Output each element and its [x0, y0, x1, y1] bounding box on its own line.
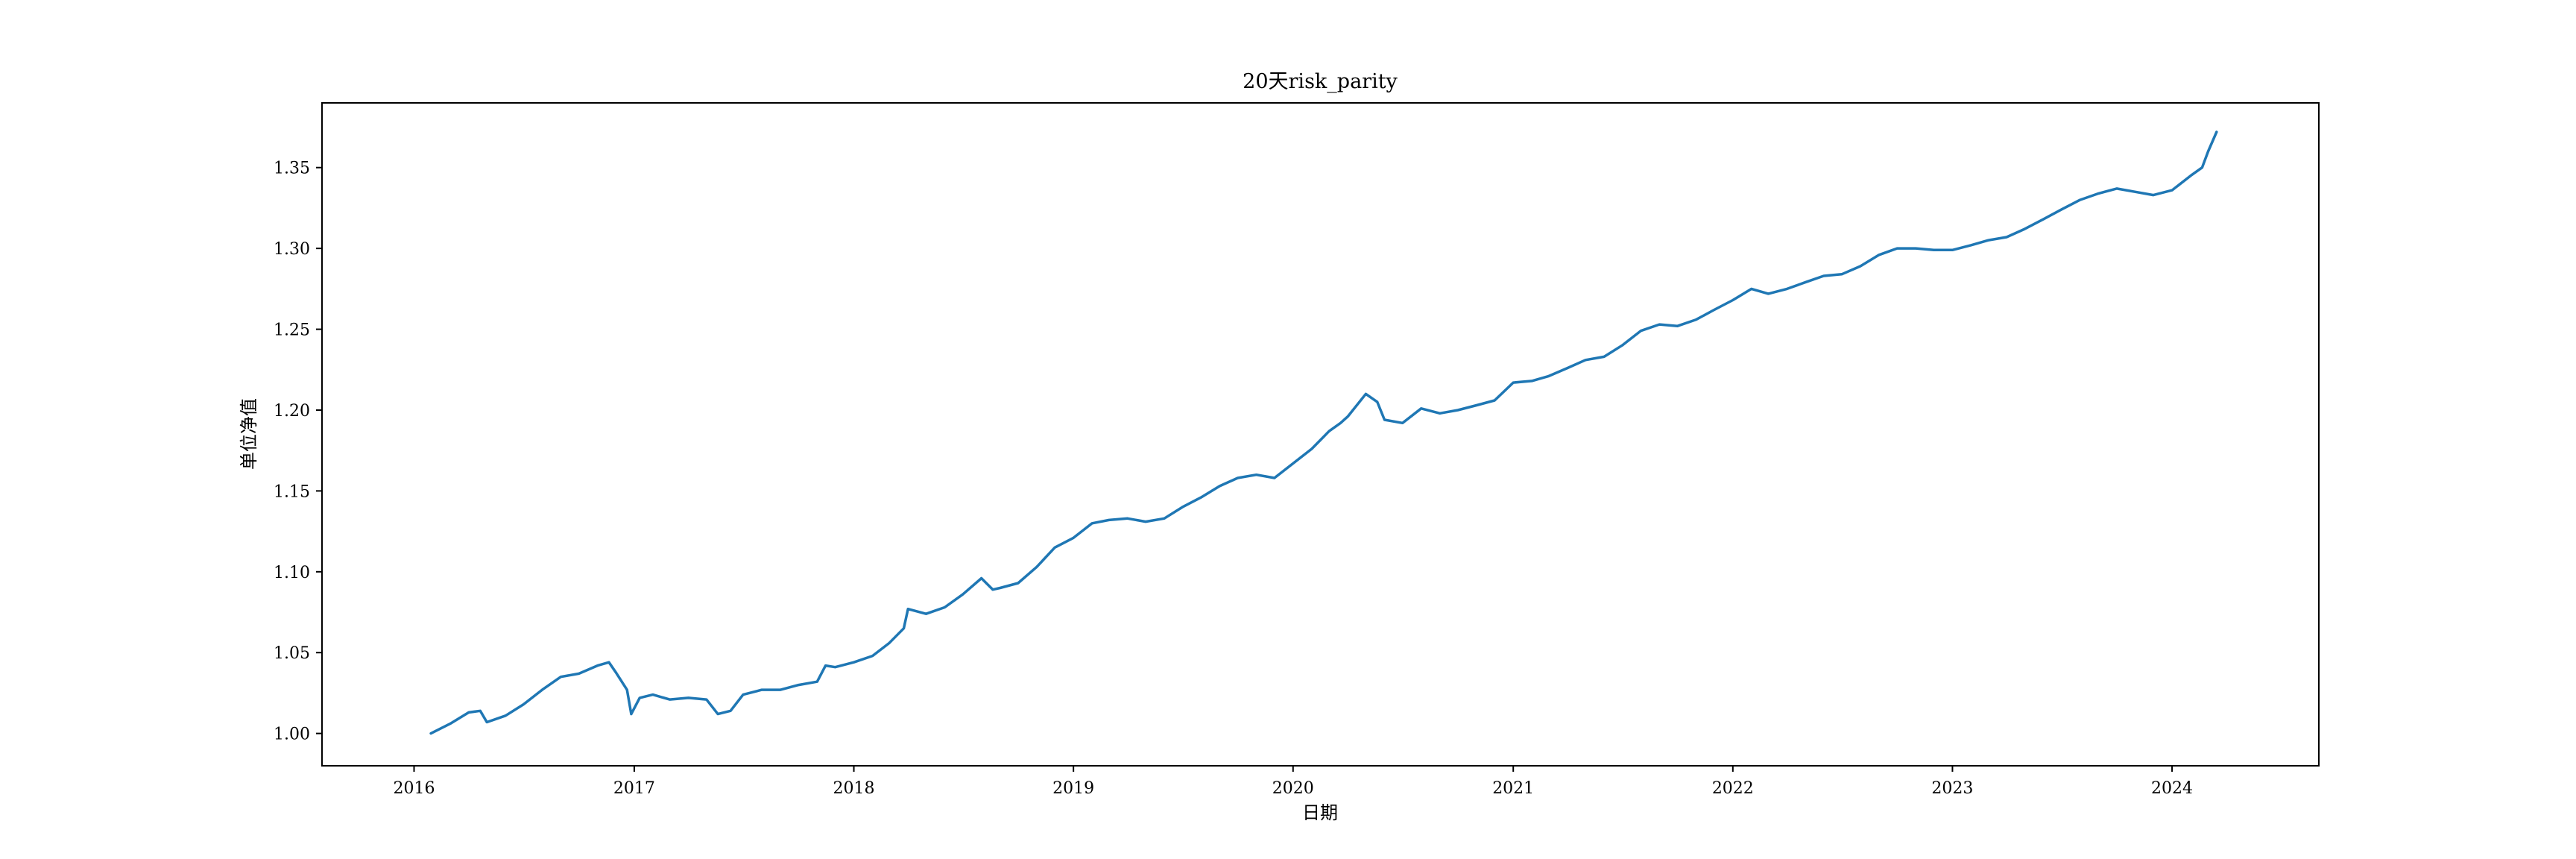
- y-tick-label: 1.25: [274, 321, 310, 340]
- y-tick-label: 1.30: [274, 240, 310, 259]
- y-tick-label: 1.10: [274, 564, 310, 582]
- x-axis: 2016 2017 2018 2019 2020 2021 2022 2023 2024: [393, 766, 2193, 798]
- x-tick-label: 2021: [1492, 779, 1534, 798]
- y-tick-label: 1.35: [274, 160, 310, 178]
- x-tick-label: 2017: [613, 779, 655, 798]
- x-tick-label: 2016: [393, 779, 435, 798]
- y-axis: 1.00 1.05 1.10 1.15 1.20 1.25 1.30 1.35: [274, 160, 322, 744]
- x-tick-label: 2018: [833, 779, 875, 798]
- y-axis-label: 单位净值: [239, 398, 259, 470]
- x-tick-label: 2019: [1052, 779, 1094, 798]
- x-tick-label: 2024: [2151, 779, 2193, 798]
- y-tick-label: 1.15: [274, 482, 310, 501]
- x-tick-label: 2022: [1712, 779, 1754, 798]
- y-tick-label: 1.05: [274, 644, 310, 663]
- x-axis-label: 日期: [1302, 802, 1338, 823]
- y-tick-label: 1.00: [274, 726, 310, 744]
- plot-area: [321, 102, 2320, 767]
- chart-title: 20天risk_parity: [1243, 70, 1398, 93]
- x-tick-label: 2023: [1931, 779, 1973, 798]
- series-line: [429, 130, 2218, 735]
- y-tick-label: 1.20: [274, 402, 310, 421]
- x-tick-label: 2020: [1272, 779, 1314, 798]
